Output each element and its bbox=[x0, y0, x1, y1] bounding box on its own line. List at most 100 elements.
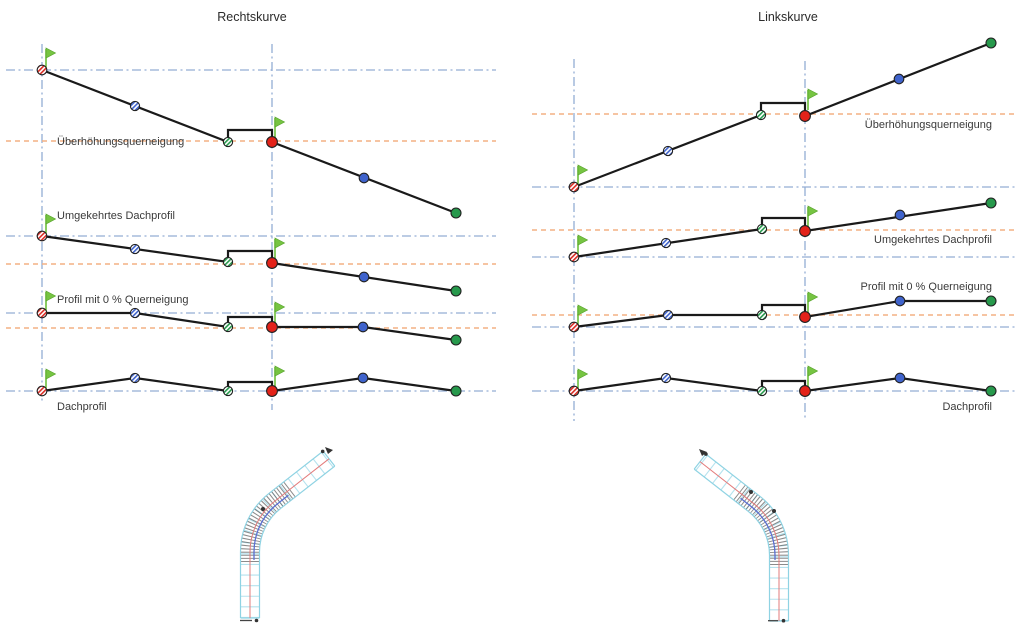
hatched-blue-circle-icon bbox=[129, 100, 141, 112]
red-circle-icon bbox=[799, 385, 811, 397]
hatched-red-circle-icon bbox=[36, 307, 48, 319]
hatched-green-circle-icon bbox=[222, 321, 234, 333]
hatched-green-circle-icon bbox=[756, 385, 768, 397]
road-crossbars bbox=[694, 454, 789, 621]
profile-null-querneigung-left: Profil mit 0 % Querneigung bbox=[36, 290, 462, 346]
station-flag-icon bbox=[45, 290, 57, 313]
hatched-green-circle-icon bbox=[222, 385, 234, 397]
hatched-green-circle-icon bbox=[755, 109, 767, 121]
green-circle-icon bbox=[985, 197, 997, 209]
green-circle-icon bbox=[450, 207, 462, 219]
road-superelevation-curve bbox=[253, 494, 289, 560]
profile-umgekehrtes-dachprofil-left: Umgekehrtes Dachprofil bbox=[36, 210, 462, 297]
station-label-mark bbox=[261, 507, 265, 511]
blue-circle-icon bbox=[894, 209, 906, 221]
station-flag-icon bbox=[45, 47, 57, 70]
profile-label: Überhöhungsquerneigung bbox=[865, 119, 992, 131]
station-label-mark bbox=[781, 618, 786, 623]
profile-label: Überhöhungsquerneigung bbox=[57, 136, 184, 148]
road-inner-edge bbox=[693, 468, 771, 621]
profile-label: Profil mit 0 % Querneigung bbox=[57, 294, 188, 306]
red-circle-icon bbox=[266, 257, 278, 269]
road-outer-edge bbox=[705, 453, 790, 621]
hatched-red-circle-icon bbox=[36, 230, 48, 242]
profile-null-querneigung-right: Profil mit 0 % Querneigung bbox=[568, 281, 997, 333]
green-circle-icon bbox=[985, 385, 997, 397]
road-inner-edge bbox=[258, 465, 336, 618]
hatched-red-circle-icon bbox=[568, 321, 580, 333]
blue-circle-icon bbox=[894, 295, 906, 307]
profile-dachprofil-right: Dachprofil bbox=[568, 365, 997, 413]
profile-label: Umgekehrtes Dachprofil bbox=[874, 234, 992, 246]
profile-polyline bbox=[41, 376, 457, 393]
hatched-red-circle-icon bbox=[568, 251, 580, 263]
station-label-mark bbox=[749, 490, 753, 494]
red-circle-icon bbox=[799, 311, 811, 323]
reference-lines-left bbox=[6, 44, 496, 410]
hatched-blue-circle-icon bbox=[129, 372, 141, 384]
green-circle-icon bbox=[985, 37, 997, 49]
station-flag-icon bbox=[45, 213, 57, 236]
profile-dachprofil-left: Dachprofil bbox=[36, 365, 462, 413]
blue-circle-icon bbox=[357, 372, 369, 384]
hatched-blue-circle-icon bbox=[129, 243, 141, 255]
hatched-green-circle-icon bbox=[756, 309, 768, 321]
hatched-blue-circle-icon bbox=[662, 145, 674, 157]
road-crossbars bbox=[240, 451, 335, 618]
road-superelevation-curve bbox=[740, 497, 776, 560]
road-centerline bbox=[699, 461, 780, 621]
profile-label: Umgekehrtes Dachprofil bbox=[57, 210, 175, 222]
station-label-mark bbox=[325, 447, 333, 454]
hatched-blue-circle-icon bbox=[662, 309, 674, 321]
profile-polyline bbox=[573, 201, 992, 259]
station-flag-icon bbox=[274, 116, 286, 139]
station-flag-icon bbox=[577, 234, 589, 257]
hatched-blue-circle-icon bbox=[129, 307, 141, 319]
station-flag-icon bbox=[807, 88, 819, 111]
station-label-mark bbox=[704, 452, 708, 456]
station-label-mark bbox=[772, 509, 776, 513]
red-circle-icon bbox=[799, 225, 811, 237]
profile-label: Dachprofil bbox=[57, 401, 107, 413]
blue-circle-icon bbox=[357, 321, 369, 333]
hatched-green-circle-icon bbox=[222, 136, 234, 148]
red-circle-icon bbox=[266, 385, 278, 397]
station-flag-icon bbox=[577, 368, 589, 391]
blue-circle-icon bbox=[358, 271, 370, 283]
red-circle-icon bbox=[266, 321, 278, 333]
profile-polyline bbox=[41, 234, 457, 293]
hatched-blue-circle-icon bbox=[660, 372, 672, 384]
red-circle-icon bbox=[799, 110, 811, 122]
red-circle-icon bbox=[266, 136, 278, 148]
green-circle-icon bbox=[450, 334, 462, 346]
hatched-green-circle-icon bbox=[222, 256, 234, 268]
green-circle-icon bbox=[985, 295, 997, 307]
road-centerline bbox=[249, 458, 330, 618]
station-flag-icon bbox=[807, 291, 819, 314]
plan-view-right-curve bbox=[239, 447, 336, 623]
green-circle-icon bbox=[450, 385, 462, 397]
blue-circle-icon bbox=[358, 172, 370, 184]
blue-circle-icon bbox=[893, 73, 905, 85]
panel-title-linkskurve: Linkskurve bbox=[758, 10, 818, 24]
plan-view-left-curve bbox=[693, 449, 790, 623]
green-circle-icon bbox=[450, 285, 462, 297]
station-label-mark bbox=[254, 618, 259, 623]
station-flag-icon bbox=[45, 368, 57, 391]
profile-ueberhoehungsquerneigung-right: Überhöhungsquerneigung bbox=[568, 37, 997, 193]
panel-rechtskurve: Rechtskurve Überhöhungsquerneigung bbox=[6, 10, 496, 623]
panel-linkskurve: Linkskurve Überhöhungsquerneigung bbox=[532, 10, 1016, 623]
hatched-red-circle-icon bbox=[568, 181, 580, 193]
profile-polyline bbox=[573, 41, 992, 189]
hatched-red-circle-icon bbox=[36, 64, 48, 76]
profile-polyline bbox=[573, 299, 991, 329]
station-flag-icon bbox=[807, 205, 819, 228]
station-flag-icon bbox=[274, 237, 286, 260]
blue-circle-icon bbox=[894, 372, 906, 384]
station-flag-icon bbox=[274, 365, 286, 388]
profile-polyline bbox=[573, 376, 992, 393]
hatched-red-circle-icon bbox=[36, 385, 48, 397]
station-flag-icon bbox=[807, 365, 819, 388]
